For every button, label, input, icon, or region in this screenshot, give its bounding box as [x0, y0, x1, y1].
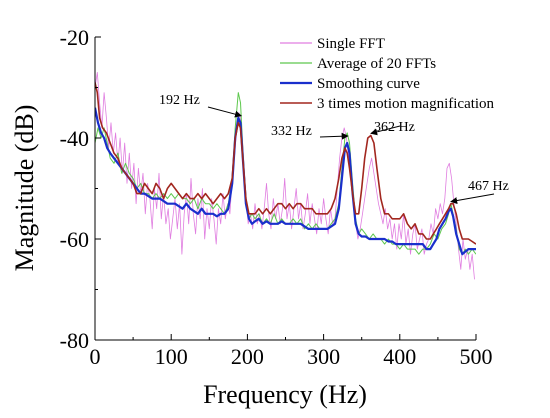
y-tick-label: -20	[60, 25, 89, 50]
x-tick-label: 300	[307, 344, 340, 369]
series-line-3	[95, 82, 476, 245]
series-line-2	[95, 107, 476, 256]
annotation-label: 332 Hz	[271, 124, 312, 139]
axes: 0 100 200 300 400 500 -20 -40 -60 -80	[60, 25, 493, 369]
series-line-1	[95, 92, 476, 255]
x-tick-label: 0	[90, 344, 101, 369]
y-axis-title: Magnitude (dB)	[10, 105, 39, 272]
x-tick-label: 500	[460, 344, 493, 369]
x-tick-label: 400	[383, 344, 416, 369]
legend: Single FFT Average of 20 FFTs Smoothing cu…	[280, 36, 495, 112]
annotation-label: 192 Hz	[159, 93, 200, 108]
legend-label-2: Smoothing curve	[317, 76, 420, 92]
annotation-arrow	[370, 125, 401, 136]
annotation-arrow	[450, 193, 495, 204]
annotation-label: 467 Hz	[468, 179, 509, 194]
legend-label-0: Single FFT	[317, 36, 385, 52]
annotation-arrow	[319, 132, 349, 140]
annotation-label: 362 Hz	[374, 120, 415, 135]
x-tick-label: 200	[231, 344, 264, 369]
annotation-arrow	[207, 106, 242, 118]
legend-label-1: Average of 20 FFTs	[317, 56, 436, 72]
peak-annotations: 192 Hz 332 Hz 362 Hz 467 Hz	[159, 93, 509, 204]
y-tick-label: -40	[60, 126, 89, 151]
x-axis-title: Frequency (Hz)	[203, 380, 367, 409]
series-layer	[95, 72, 476, 280]
y-tick-label: -80	[60, 328, 89, 353]
legend-label-3: 3 times motion magnification	[317, 96, 495, 112]
y-tick-label: -60	[60, 227, 89, 252]
x-tick-label: 100	[155, 344, 188, 369]
